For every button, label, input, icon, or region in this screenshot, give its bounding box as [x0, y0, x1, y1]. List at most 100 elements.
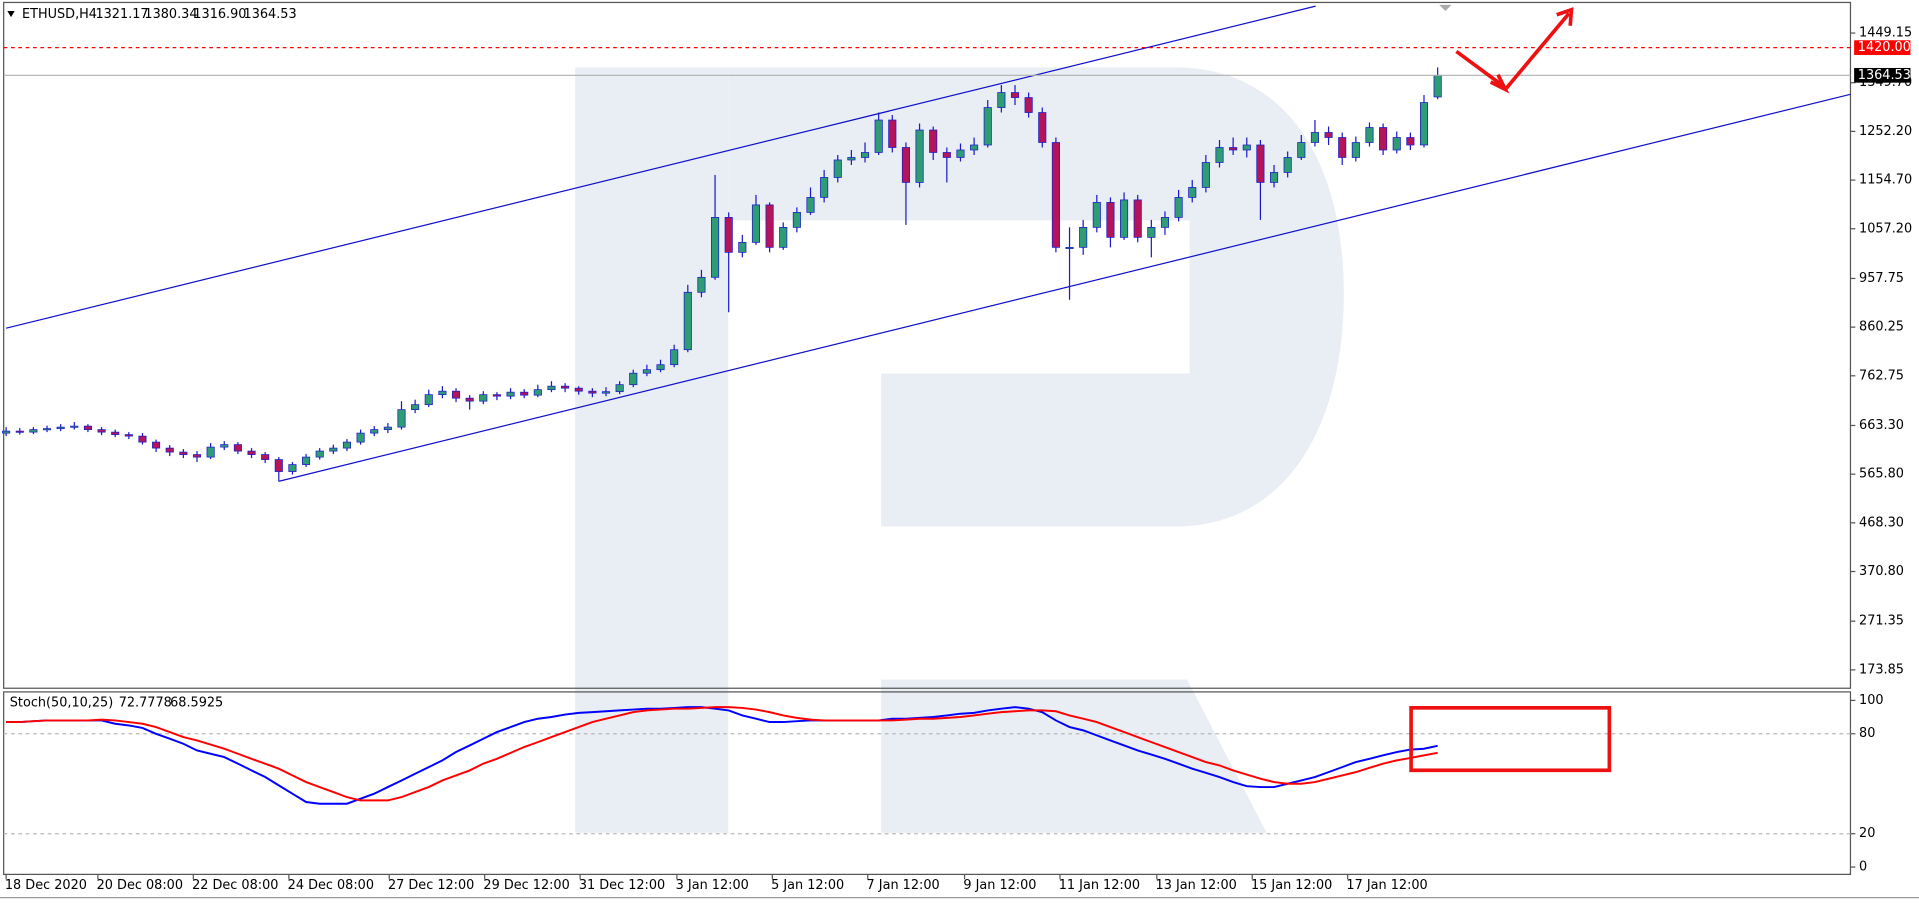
y-tick-label: 173.85: [1859, 662, 1904, 677]
indicator-title: Stoch(50,10,25): [10, 695, 113, 710]
candle-body: [1038, 112, 1047, 143]
candle-body: [806, 197, 815, 213]
trend-line: [5, 5, 1316, 329]
candle-body: [629, 372, 638, 386]
x-tick-label: 15 Jan 12:00: [1251, 878, 1332, 893]
x-tick-label: 29 Dec 12:00: [483, 878, 569, 893]
candle-body: [1433, 74, 1442, 98]
x-tick-label: 5 Jan 12:00: [771, 878, 844, 893]
y-tick-label: 0: [1859, 860, 1867, 875]
candle-body: [1379, 127, 1388, 151]
candle-body: [1201, 162, 1210, 188]
candle-body: [1310, 132, 1319, 143]
indicator-main-value: 72.7778: [119, 695, 172, 710]
symbol-title: ETHUSD,H4: [22, 7, 97, 22]
y-tick-label: 20: [1859, 826, 1875, 841]
y-tick-label: 762.75: [1859, 368, 1904, 383]
candle-body: [615, 384, 624, 393]
candle-body: [1419, 102, 1429, 146]
candle-body: [751, 204, 761, 243]
last-price-label: 1364.53: [1858, 68, 1911, 83]
candle-body: [1065, 246, 1074, 249]
candle-body: [1215, 147, 1224, 163]
quote-high: 1380.34: [144, 7, 197, 22]
candle-body: [124, 434, 133, 437]
candle-body: [1392, 137, 1401, 151]
candle-body: [1242, 144, 1251, 151]
y-tick-label: 1252.20: [1859, 124, 1912, 139]
candle-body: [779, 227, 788, 248]
stoch-line: [6, 706, 1438, 802]
candle-body: [438, 390, 447, 396]
candle-body: [520, 391, 529, 396]
candle-body: [1024, 97, 1033, 113]
candle-body: [1338, 137, 1347, 158]
candle-body: [370, 429, 379, 434]
candle-body: [561, 385, 570, 389]
x-tick-label: 27 Dec 12:00: [388, 878, 474, 893]
candle-body: [15, 430, 24, 433]
candle-body: [956, 149, 965, 158]
x-tick-label: 7 Jan 12:00: [867, 878, 940, 893]
candle-body: [1351, 142, 1360, 158]
watermark-stem: [575, 67, 729, 833]
candle-body: [356, 432, 365, 443]
candle-body: [833, 159, 842, 178]
y-tick-label: 80: [1859, 726, 1875, 741]
candle-body: [1256, 144, 1265, 183]
collapse-icon: [7, 11, 15, 18]
candle-body: [111, 431, 120, 435]
candle-body: [820, 177, 829, 198]
y-tick-label: 1449.15: [1859, 26, 1912, 41]
candle-body: [315, 450, 324, 458]
candle-body: [42, 428, 52, 431]
candle-body: [1133, 199, 1142, 238]
candle-body: [697, 276, 706, 293]
y-tick-label: 370.80: [1859, 564, 1904, 579]
watermark-leg: [881, 679, 1267, 833]
level-label: 1420.00: [1858, 40, 1911, 55]
candle-body: [397, 409, 406, 428]
candle-body: [302, 456, 311, 465]
candle-body: [233, 444, 242, 452]
candle-body: [492, 394, 501, 397]
quote-open: 1321.17: [95, 7, 148, 22]
candle-body: [247, 450, 256, 455]
candle-body: [83, 425, 92, 430]
candle-body: [1079, 227, 1088, 248]
candle-body: [670, 349, 679, 366]
y-tick-label: 860.25: [1859, 320, 1904, 335]
shift-marker: [1439, 4, 1452, 12]
candle-body: [342, 441, 352, 449]
candle-body: [1324, 132, 1333, 138]
y-tick-label: 957.75: [1859, 271, 1904, 286]
candle-body: [915, 129, 924, 183]
candle-body: [274, 459, 283, 472]
candle-body: [465, 397, 474, 402]
indicator-signal-value: 68.5925: [170, 695, 223, 710]
y-tick-label: 1057.20: [1859, 221, 1912, 236]
candle-body: [1147, 227, 1156, 238]
last-price-box: [1854, 67, 1911, 83]
quote-low: 1316.90: [193, 7, 246, 22]
candle-body: [179, 451, 188, 455]
candle-body: [574, 387, 583, 392]
candle-body: [261, 454, 270, 460]
candle-body: [165, 447, 174, 453]
candle-body: [29, 429, 38, 433]
candle-body: [860, 152, 870, 158]
candle-body: [1283, 157, 1292, 173]
candle-body: [874, 119, 883, 153]
x-tick-label: 17 Jan 12:00: [1346, 878, 1427, 893]
candle-body: [888, 119, 897, 148]
stoch-line: [6, 706, 1438, 805]
candle-body: [1229, 147, 1238, 151]
level-label-box: [1854, 40, 1911, 55]
candle-body: [1160, 217, 1170, 228]
watermark-bowl: [728, 67, 1344, 527]
candle-body: [1270, 172, 1279, 183]
candle-body: [152, 441, 161, 449]
candle-body: [1406, 137, 1415, 146]
candle-body: [533, 389, 542, 396]
